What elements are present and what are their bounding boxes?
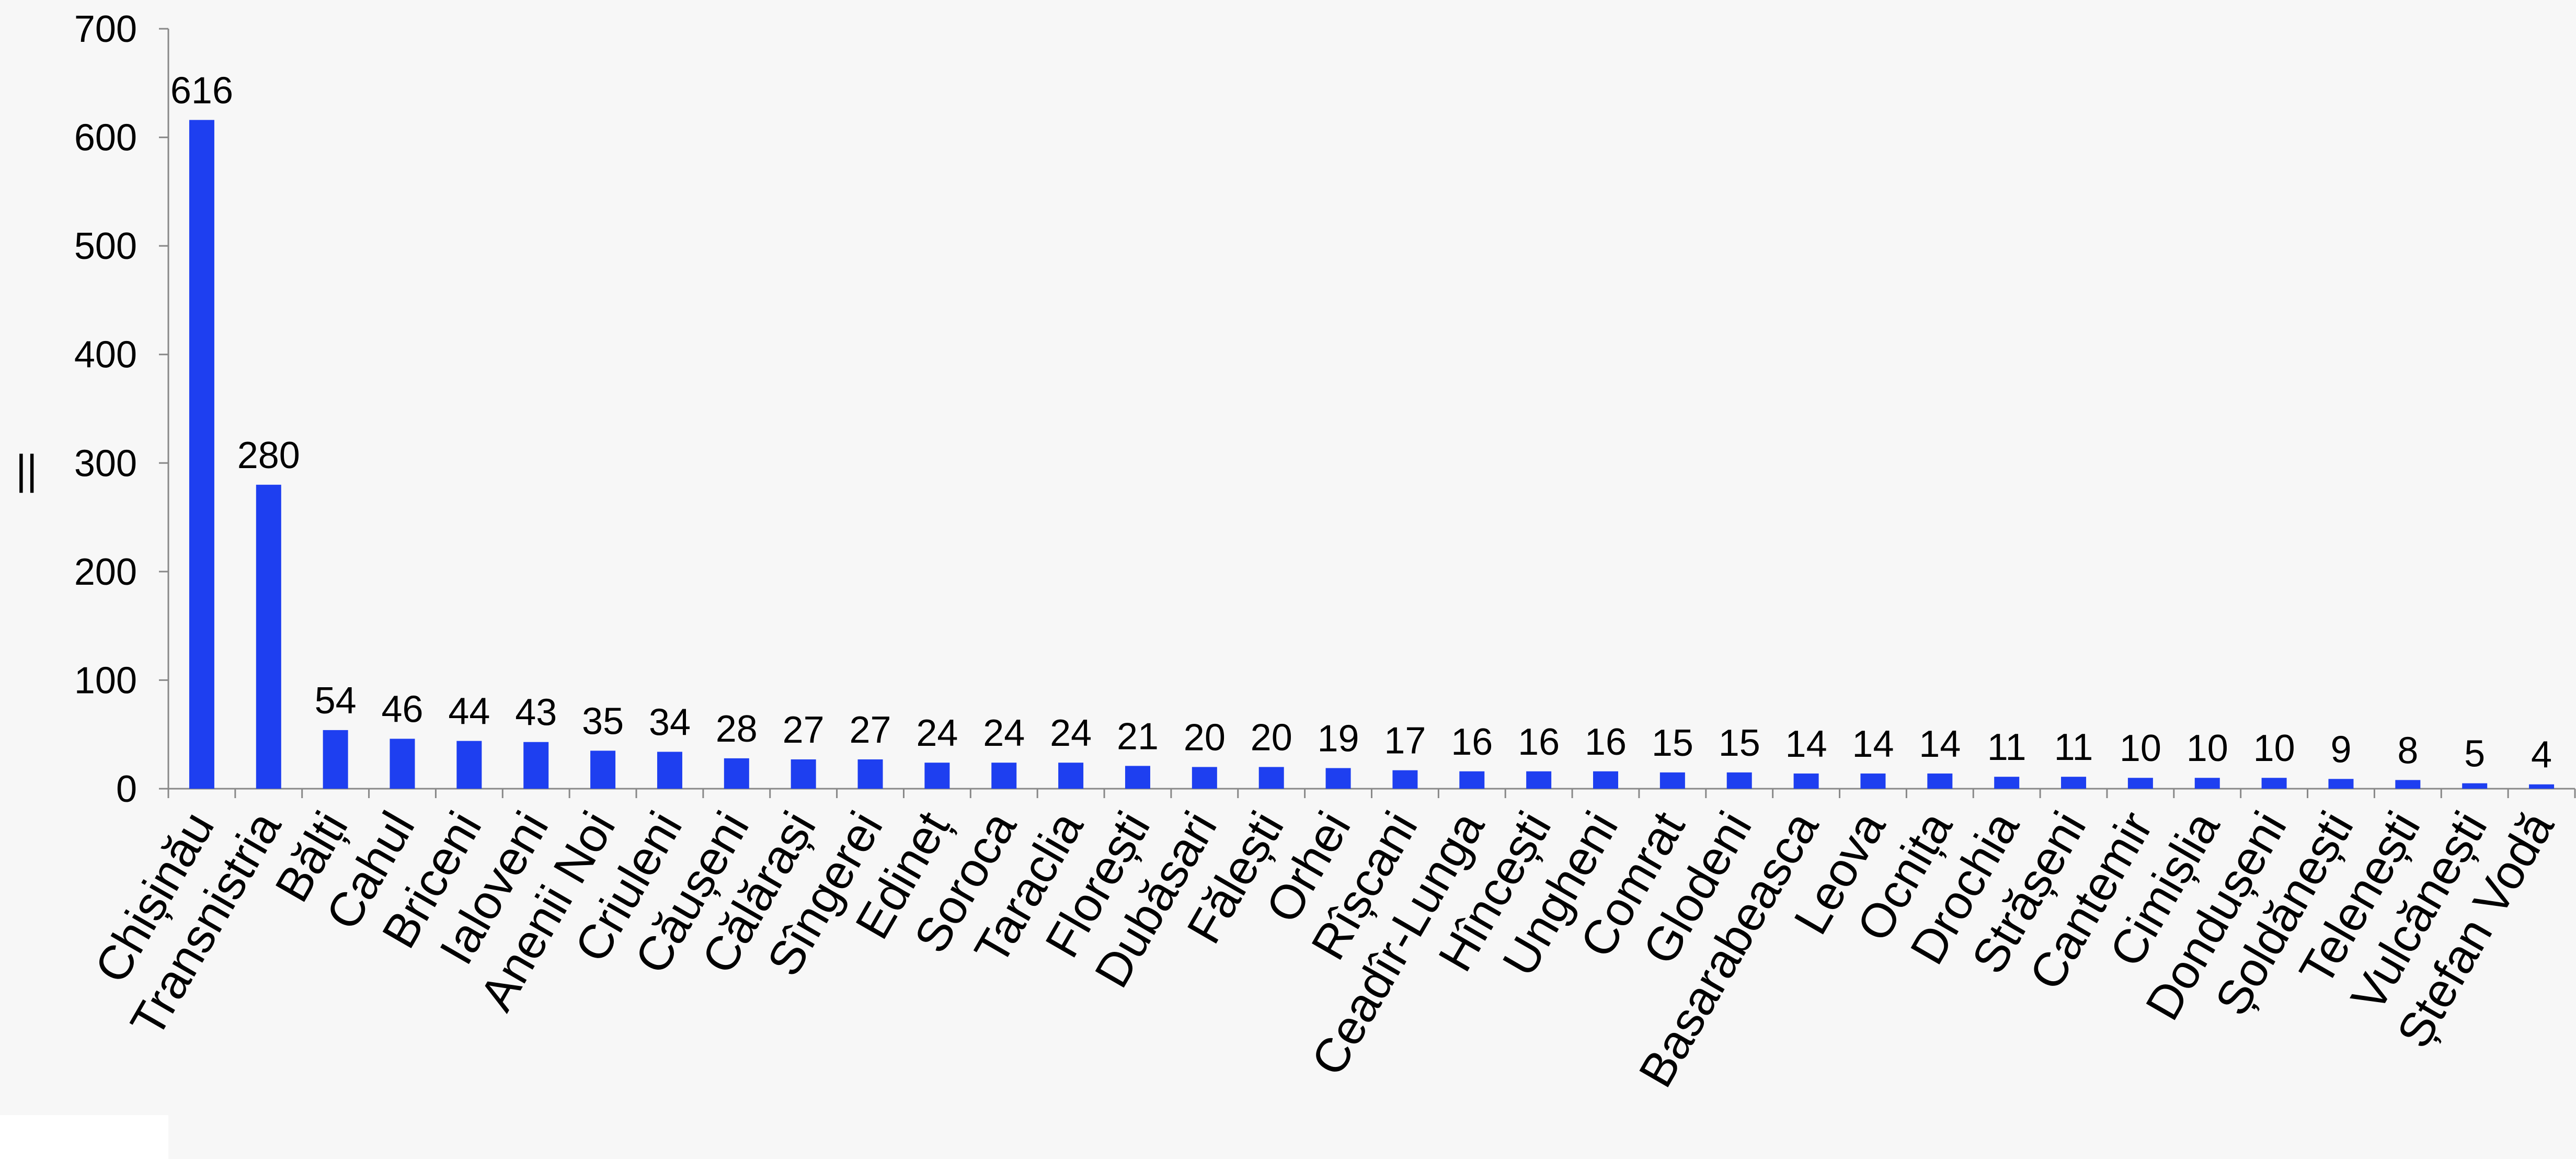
data-label: 16 [1518,721,1560,763]
bar [2462,783,2488,789]
bar [2529,784,2555,789]
data-label: 14 [1919,723,1961,765]
data-label: 27 [783,709,825,751]
bar [724,758,749,789]
data-label: 11 [2054,726,2093,768]
bar [2194,778,2220,789]
data-label: 20 [1251,717,1292,758]
y-axis: 0 100 200 300 400 500 600 700 [74,8,169,810]
y-tick-label: 700 [74,8,137,50]
data-label: 24 [1050,712,1092,754]
data-label: 21 [1117,715,1159,757]
bar [590,751,616,789]
data-label: 34 [649,701,691,743]
data-label: 10 [2253,728,2295,769]
x-axis [167,788,2576,798]
data-label: 10 [2186,728,2228,769]
data-label: 16 [1585,721,1627,763]
y-tick-label: 300 [74,442,137,484]
bar [1860,773,1886,789]
data-label: 14 [1785,723,1827,765]
data-label: 11 [1987,726,2027,768]
y-axis-label: || [16,446,38,493]
data-label: 27 [849,709,891,751]
bar [2395,780,2421,789]
bar [924,763,950,789]
bar [991,763,1017,789]
bar [791,759,816,789]
data-label: 46 [381,689,423,731]
bar [1793,773,1819,789]
bar [1125,766,1150,789]
bars [189,120,2555,789]
data-label: 10 [2120,728,2161,769]
data-label: 35 [582,700,624,742]
bar [1325,768,1351,789]
bar [1927,773,1953,789]
data-label: 280 [237,435,300,476]
bar [1258,767,1284,789]
y-tick-label: 100 [74,660,137,701]
bar [2261,778,2287,789]
data-label: 5 [2464,733,2485,775]
data-label: 43 [515,692,557,734]
bar [1726,772,1752,789]
bar [1593,771,1619,789]
bar [2127,778,2153,789]
bar [523,742,549,789]
data-label: 8 [2397,730,2418,771]
bar [1526,771,1552,789]
data-label: 16 [1451,721,1493,763]
bar [390,738,415,789]
bar [657,752,682,789]
y-tick-label: 0 [116,768,137,810]
bar [2328,779,2354,789]
data-label: 15 [1719,722,1760,764]
bar [1192,767,1217,789]
data-label: 24 [916,712,958,754]
data-label: 19 [1318,718,1359,760]
bar [2061,777,2087,789]
data-label: 28 [716,708,758,750]
bar [1459,771,1485,789]
data-label: 44 [448,691,490,733]
data-label: 9 [2330,729,2351,770]
bar [857,759,883,789]
y-tick-label: 200 [74,551,137,593]
bar [323,730,348,789]
y-tick-label: 400 [74,334,137,376]
bar [456,741,482,789]
bar [1058,763,1084,789]
data-label: 616 [170,70,233,111]
data-label: 4 [2531,734,2552,776]
bar [189,120,214,789]
data-label: 14 [1852,723,1894,765]
bar [256,484,281,789]
corner-patch [0,1115,168,1159]
data-label: 17 [1384,720,1426,762]
bar [1392,770,1418,789]
data-label: 15 [1652,722,1693,764]
bar [1994,777,2020,789]
data-label: 20 [1184,717,1226,758]
data-label: 54 [315,680,357,722]
y-tick-label: 600 [74,117,137,159]
data-label: 24 [983,712,1025,754]
bar [1659,772,1685,789]
y-tick-label: 500 [74,225,137,267]
